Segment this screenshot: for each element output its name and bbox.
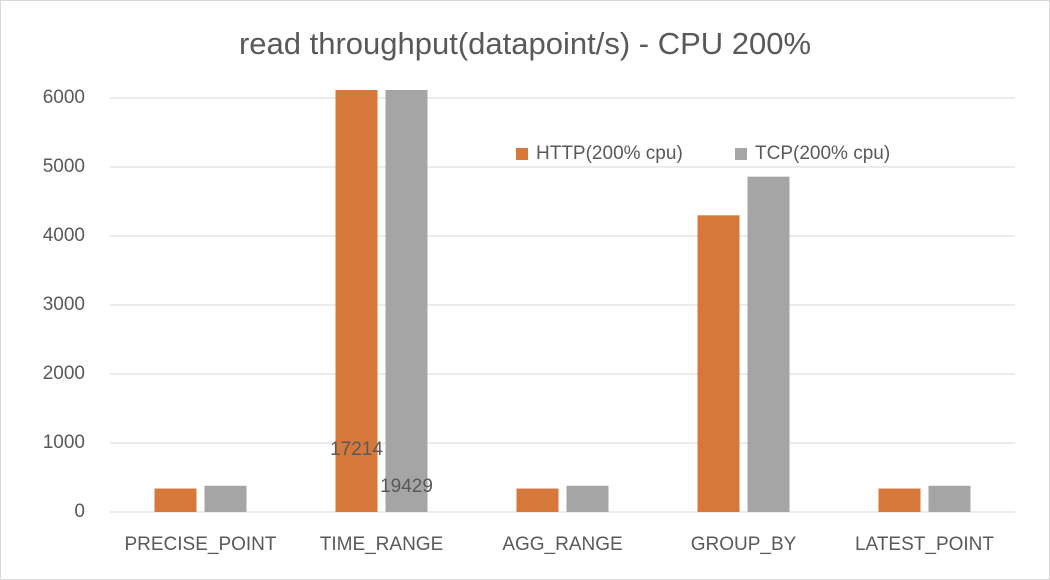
bar — [154, 488, 197, 512]
data-label: 19429 — [380, 476, 433, 497]
legend-label: TCP(200% cpu) — [755, 143, 890, 164]
y-tick-label: 3000 — [43, 294, 85, 315]
x-tick-label: PRECISE_POINT — [124, 534, 276, 555]
x-tick-label: TIME_RANGE — [320, 534, 444, 555]
bar — [385, 90, 428, 512]
y-tick-label: 0 — [74, 501, 85, 522]
x-tick-label: AGG_RANGE — [502, 534, 622, 555]
plot-area — [154, 90, 971, 513]
x-tick-label: LATEST_POINT — [855, 534, 994, 555]
x-tick-label: GROUP_BY — [691, 534, 797, 555]
bar — [335, 90, 378, 512]
bar — [878, 488, 921, 512]
legend-swatch — [735, 148, 747, 160]
bar — [204, 485, 247, 512]
y-tick-label: 1000 — [43, 432, 85, 453]
data-label: 17214 — [330, 439, 383, 460]
bar — [928, 485, 971, 512]
y-tick-label: 4000 — [43, 225, 85, 246]
bar — [566, 485, 609, 512]
y-tick-label: 5000 — [43, 156, 85, 177]
y-tick-label: 2000 — [43, 363, 85, 384]
chart-title: read throughput(datapoint/s) - CPU 200% — [239, 26, 811, 61]
bar — [516, 488, 559, 512]
legend-swatch — [516, 148, 528, 160]
legend-label: HTTP(200% cpu) — [536, 143, 683, 164]
bar — [747, 176, 790, 512]
bar — [697, 215, 740, 513]
y-tick-label: 6000 — [43, 87, 85, 108]
